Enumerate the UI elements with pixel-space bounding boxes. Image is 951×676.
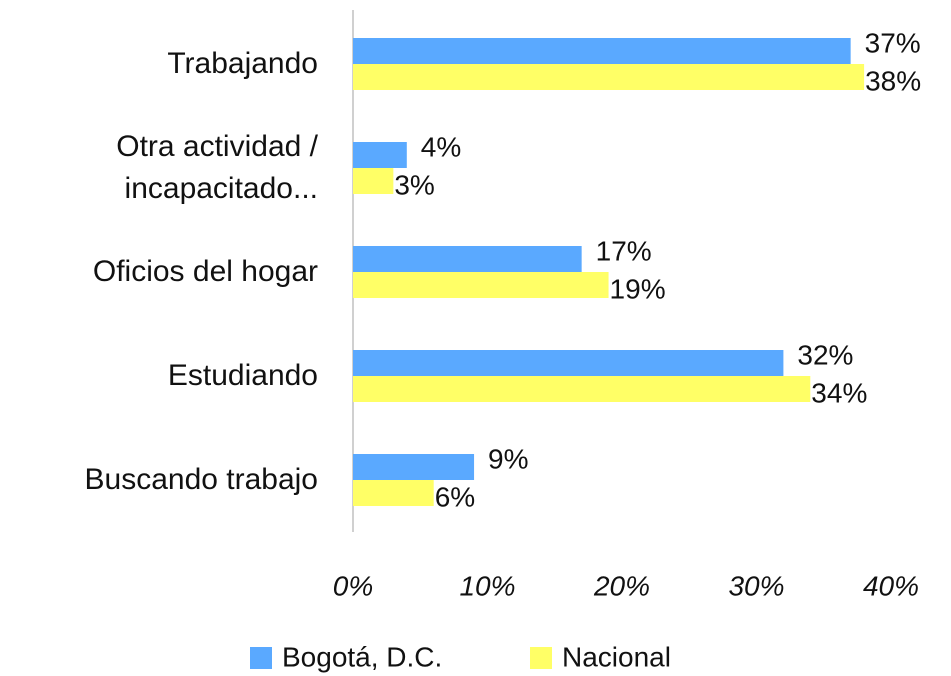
- value-label: 6%: [435, 481, 475, 512]
- bar: [353, 272, 609, 298]
- category-label: Buscando trabajo: [0, 430, 319, 530]
- legend-label: Nacional: [562, 641, 671, 672]
- bar: [353, 168, 394, 194]
- bar: [353, 246, 582, 272]
- legend-swatch: [530, 647, 552, 669]
- value-label: 19%: [610, 273, 666, 304]
- bar: [353, 454, 475, 480]
- category-text: Trabajando: [167, 47, 318, 80]
- category-text: Otra actividad / incapacitado...: [116, 130, 318, 205]
- bar: [353, 376, 811, 402]
- x-tick-label: 30%: [728, 570, 784, 601]
- legend-label: Bogotá, D.C.: [282, 641, 442, 672]
- bar: [353, 64, 865, 90]
- bar: [353, 38, 851, 64]
- category-label: Estudiando: [0, 326, 318, 426]
- value-label: 4%: [421, 131, 461, 162]
- category-text: Buscando trabajo: [84, 463, 319, 496]
- bar: [353, 142, 407, 168]
- value-label: 17%: [596, 235, 652, 266]
- value-label: 37%: [865, 27, 921, 58]
- value-label: 9%: [488, 443, 528, 474]
- value-label: 32%: [797, 339, 853, 370]
- bar: [353, 350, 784, 376]
- category-label: Trabajando: [0, 14, 318, 114]
- x-tick-label: 40%: [863, 570, 919, 601]
- category-label: Oficios del hogar: [0, 222, 318, 322]
- value-label: 38%: [865, 65, 921, 96]
- category-text: Estudiando: [167, 359, 318, 392]
- x-tick-label: 10%: [459, 570, 515, 601]
- value-label: 3%: [394, 169, 434, 200]
- category-text: Oficios del hogar: [92, 255, 318, 288]
- bar: [353, 480, 434, 506]
- category-label: Otra actividad / incapacitado...: [0, 118, 318, 218]
- value-label: 34%: [811, 377, 867, 408]
- x-tick-label: 20%: [593, 570, 650, 601]
- legend-swatch: [250, 647, 272, 669]
- x-tick-label: 0%: [333, 570, 373, 601]
